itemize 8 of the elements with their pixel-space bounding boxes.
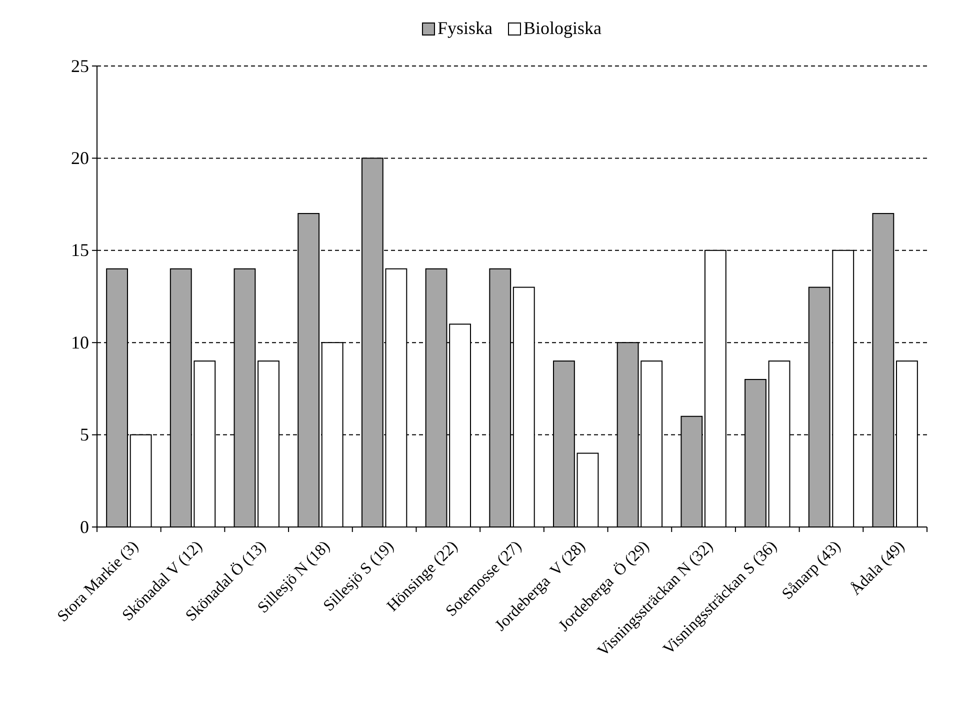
y-tick-label: 15 [71,240,89,260]
legend-label: Fysiska [437,18,493,38]
y-tick-label: 5 [80,424,89,445]
legend-label: Biologiska [524,18,602,38]
y-tick-label: 25 [71,56,89,76]
y-tick-label: 10 [71,332,89,352]
y-tick-label: 20 [71,148,89,168]
y-tick-label: 0 [80,516,89,537]
